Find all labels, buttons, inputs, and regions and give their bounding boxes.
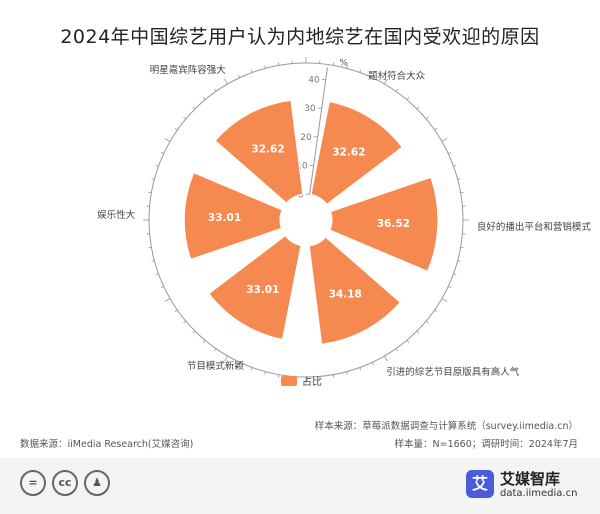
angle-tick [250, 69, 253, 73]
angle-tick [384, 355, 388, 362]
person-icon: ♟ [84, 470, 110, 496]
data-label: 34.18 [329, 289, 362, 301]
angle-tick [460, 246, 464, 249]
chart-title: 2024年中国综艺用户认为内地综艺在国内受欢迎的原因 [60, 26, 540, 48]
angle-tick [384, 78, 388, 85]
bar-segment [208, 235, 302, 341]
angle-tick [332, 62, 335, 66]
category-label: 明星嘉宾阵容强大 [150, 64, 227, 76]
angle-tick [434, 127, 438, 131]
angle-tick [359, 367, 362, 371]
angle-tick [371, 362, 374, 366]
angle-tick [406, 97, 410, 100]
angle-tick [148, 246, 152, 249]
angle-tick [164, 138, 171, 142]
equals-icon: = [20, 470, 46, 496]
data-label: 33.01 [208, 212, 241, 224]
angle-tick [441, 138, 448, 142]
angle-tick [332, 374, 335, 378]
data-source: 数据来源：iiMedia Research(艾媒咨询) [20, 439, 194, 450]
sample-info: 样本量：N=1660；调研时间：2024年7月 [394, 439, 578, 450]
angle-tick [164, 298, 171, 302]
angle-tick [457, 260, 461, 262]
radial-axis [309, 67, 328, 195]
angle-tick [346, 371, 348, 375]
data-label: 33.01 [246, 284, 279, 296]
brand-logo-icon: 艾 [466, 470, 494, 498]
angle-tick [160, 152, 164, 155]
angle-tick [224, 355, 228, 362]
brand-name: 艾媒智库 [500, 470, 561, 488]
angle-tick [174, 127, 178, 131]
radial-tick-label: 0 [298, 190, 304, 200]
angle-tick [395, 348, 399, 352]
angle-tick [238, 362, 241, 366]
angle-tick [441, 298, 448, 302]
radial-tick-label: 10 [296, 162, 308, 172]
angle-tick [155, 273, 159, 276]
radial-axis-unit: % [339, 58, 348, 68]
angle-tick [155, 164, 159, 167]
angle-tick [460, 191, 464, 194]
angle-tick [160, 285, 164, 288]
angle-tick [264, 65, 266, 69]
cc-icon: cc [52, 470, 78, 496]
category-label: 良好的播出平台和营销模式 [477, 221, 592, 233]
bar-segment [329, 176, 439, 272]
angle-tick [453, 273, 457, 276]
angle-tick [426, 116, 429, 120]
angle-tick [264, 371, 266, 375]
category-label: 节目模式新颖 [187, 360, 245, 372]
angle-tick [359, 69, 362, 73]
data-label: 32.62 [332, 146, 365, 158]
polar-bar-chart: 0 10 20 30 40% 32.62 36.52 34.18 33.01 33.01 32.62… [97, 57, 592, 388]
radial-tick-label: 40 [308, 75, 320, 85]
angle-tick [213, 88, 217, 92]
category-label: 题材符合大众 [368, 70, 426, 82]
data-label: 32.62 [251, 144, 284, 156]
sample-source: 样本来源：草莓派数据调查与计算系统（survey.iimedia.cn） [314, 421, 578, 432]
angle-tick [192, 106, 196, 110]
radial-tick-label: 20 [300, 133, 312, 143]
angle-tick [416, 330, 420, 334]
angle-tick [213, 348, 217, 352]
angle-tick [277, 374, 280, 378]
angle-tick [238, 74, 241, 78]
angle-tick [202, 97, 206, 100]
angle-tick [148, 191, 152, 194]
category-label: 娱乐性大 [97, 209, 136, 221]
angle-tick [448, 285, 452, 288]
angle-tick [174, 309, 178, 313]
angle-tick [371, 74, 374, 78]
angle-tick [406, 340, 410, 343]
legend-label: 占比 [302, 375, 322, 388]
bar-segment [214, 99, 304, 204]
angle-tick [277, 62, 280, 66]
angle-tick [183, 320, 186, 324]
data-label: 36.52 [377, 218, 410, 230]
angle-tick [448, 152, 452, 155]
angle-tick [224, 78, 228, 85]
category-label: 引进的综艺节目原版具有高人气 [386, 366, 520, 378]
angle-tick [346, 65, 348, 69]
angle-tick [183, 116, 186, 120]
bar-segment [310, 101, 403, 205]
angle-tick [457, 178, 461, 180]
angle-tick [151, 260, 155, 262]
angle-tick [395, 88, 399, 92]
radial-tick-label: 30 [304, 104, 316, 114]
angle-tick [151, 178, 155, 180]
angle-tick [202, 340, 206, 343]
brand-url: data.iimedia.cn [500, 488, 578, 499]
legend-swatch [281, 376, 297, 386]
angle-tick [416, 106, 420, 110]
angle-tick [426, 320, 429, 324]
angle-tick [453, 164, 457, 167]
angle-tick [250, 367, 253, 371]
angle-tick [434, 309, 438, 313]
bar-segment [183, 172, 283, 260]
bar-segment [308, 236, 401, 345]
angle-tick [192, 330, 196, 334]
